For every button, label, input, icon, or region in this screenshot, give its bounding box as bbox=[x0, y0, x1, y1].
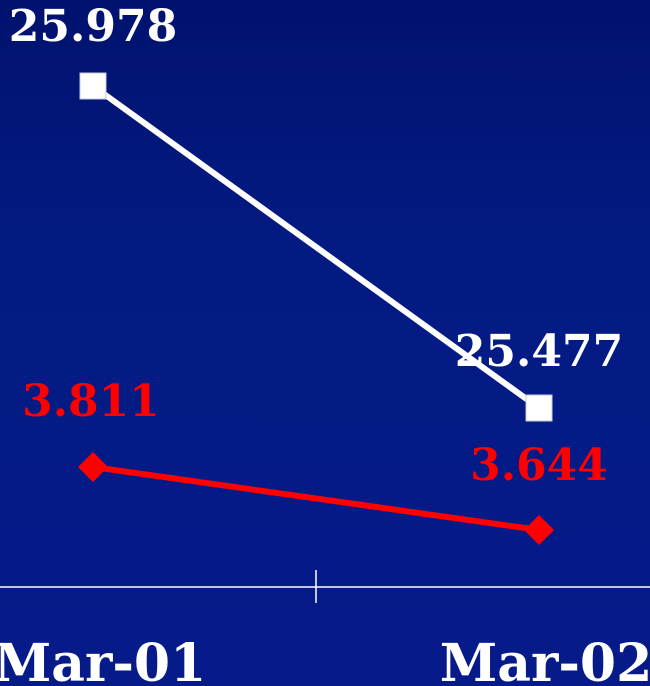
series-2-line bbox=[92, 464, 540, 533]
x-tick-label-1: Mar-01 bbox=[0, 633, 206, 686]
series-1-line bbox=[91, 83, 541, 411]
series-2-point-2 bbox=[524, 515, 554, 545]
x-axis bbox=[0, 570, 650, 603]
series-1-point-2 bbox=[525, 394, 553, 422]
data-label-series-1-2: 25.477 bbox=[455, 326, 623, 377]
x-tick-labels: Mar-01 Mar-02 bbox=[0, 633, 650, 686]
data-label-series-2-2: 3.644 bbox=[470, 440, 608, 491]
chart-marks bbox=[78, 72, 554, 545]
series-1-point-1 bbox=[79, 72, 107, 100]
data-label-series-2-1: 3.811 bbox=[22, 376, 160, 427]
data-label-series-1-1: 25.978 bbox=[9, 1, 177, 52]
series-2-point-1 bbox=[78, 452, 108, 482]
data-labels: 25.978 25.477 3.811 3.644 bbox=[9, 1, 623, 491]
x-tick-label-2: Mar-02 bbox=[440, 633, 650, 686]
